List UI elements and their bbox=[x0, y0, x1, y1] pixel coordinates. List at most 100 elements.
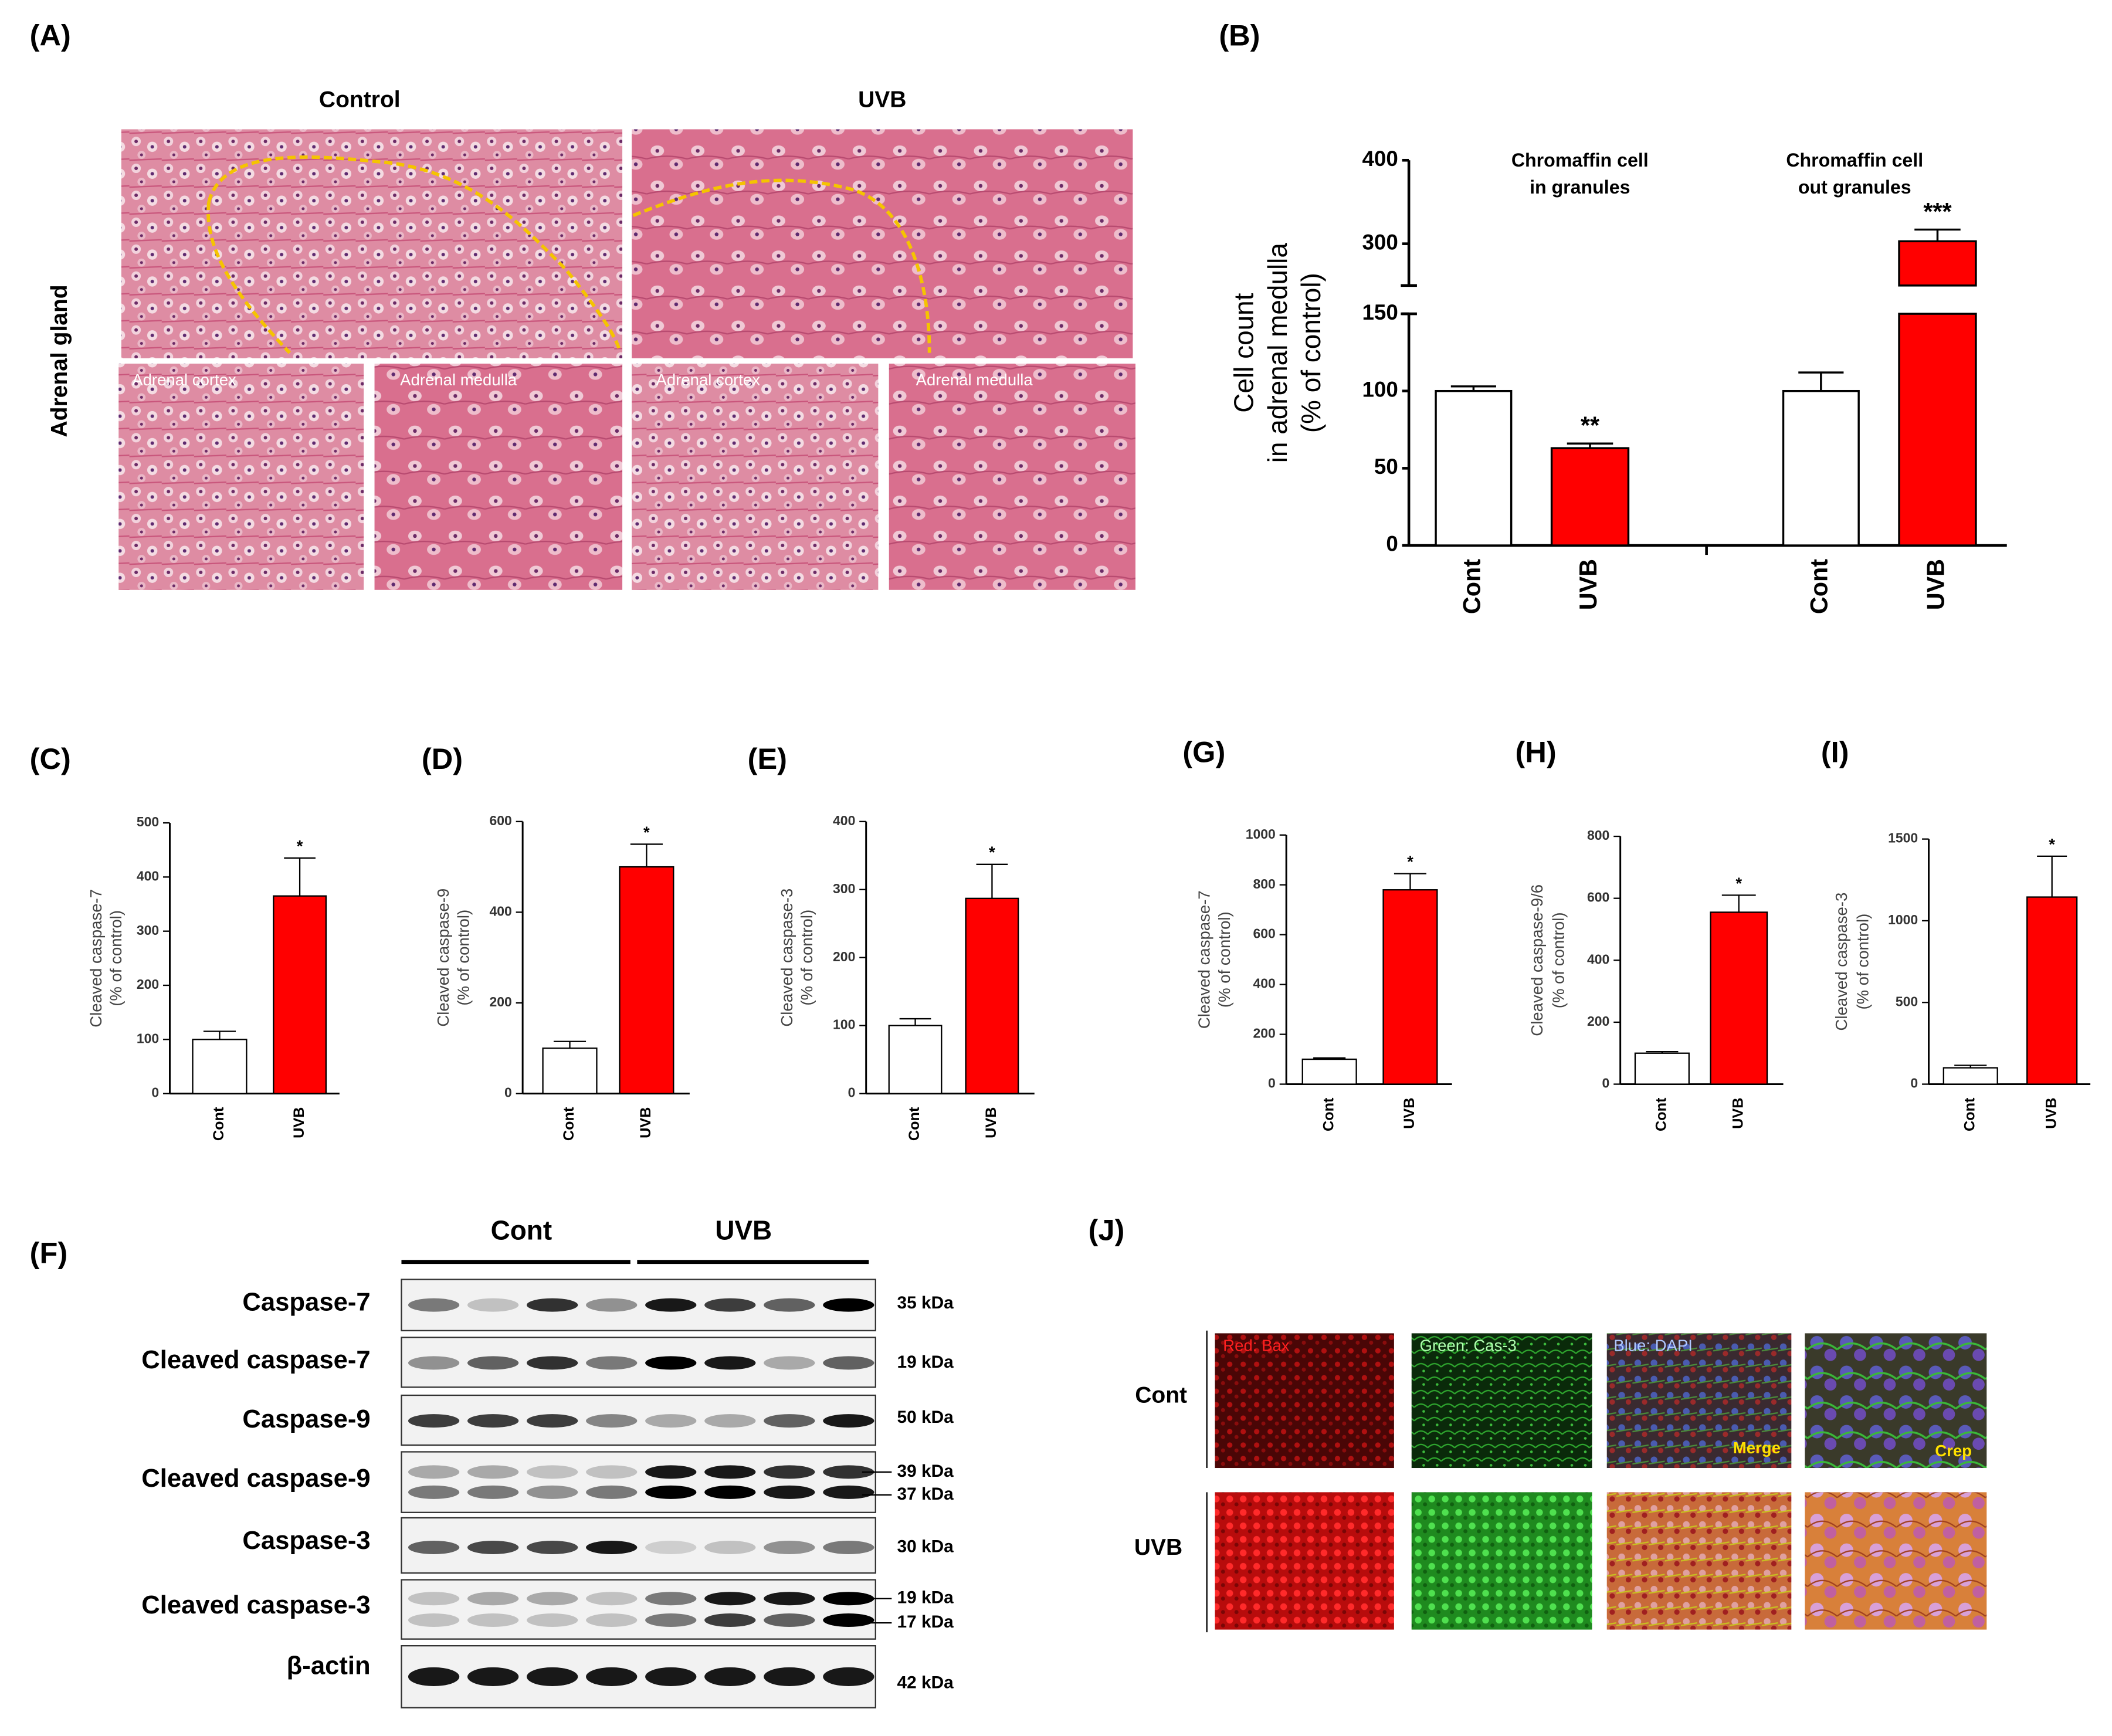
blot-band bbox=[823, 1465, 874, 1479]
x-tick-label: UVB bbox=[2043, 1098, 2059, 1129]
blot-band bbox=[586, 1414, 638, 1428]
blot-band bbox=[586, 1613, 638, 1627]
bar bbox=[1301, 1058, 1357, 1085]
histology-image bbox=[632, 364, 879, 590]
x-tick-label: Cont bbox=[1653, 1097, 1670, 1131]
group-label: Chromaffin cell bbox=[1511, 150, 1649, 171]
marker-label: 17 kDa bbox=[897, 1612, 954, 1632]
y-tick-label: 0 bbox=[1268, 1076, 1276, 1091]
y-tick-label: 400 bbox=[1362, 147, 1398, 171]
panel-label: (E) bbox=[748, 742, 787, 775]
fluorescence-image bbox=[1606, 1333, 1792, 1469]
blot-band bbox=[408, 1592, 460, 1606]
blot-band bbox=[645, 1414, 697, 1428]
significance: *** bbox=[1923, 198, 1952, 225]
blot-band bbox=[823, 1414, 874, 1428]
blot-band bbox=[527, 1613, 578, 1627]
fluorescence-image bbox=[1215, 1492, 1394, 1630]
panel-label: (F) bbox=[30, 1236, 67, 1270]
blot-band bbox=[645, 1592, 697, 1606]
blot-row-label: Caspase-9 bbox=[242, 1405, 370, 1433]
y-tick-label: 150 bbox=[1362, 300, 1398, 324]
y-axis-label: Cleaved caspase-9 bbox=[434, 889, 452, 1027]
blot-band bbox=[704, 1541, 756, 1554]
blot-band bbox=[823, 1613, 874, 1627]
error-bar bbox=[976, 863, 1008, 898]
y-axis-label: Cleaved caspase-7 bbox=[1195, 890, 1213, 1029]
error-bar bbox=[1721, 894, 1756, 913]
blot-band bbox=[704, 1613, 756, 1627]
region-outline bbox=[207, 155, 622, 351]
histology-image bbox=[121, 129, 623, 358]
channel-label: Red: Bax bbox=[1223, 1337, 1290, 1355]
error-bar bbox=[1646, 1050, 1679, 1053]
y-tick-label: 400 bbox=[1253, 976, 1276, 991]
significance: * bbox=[1407, 852, 1413, 870]
error-bar bbox=[1394, 873, 1426, 890]
image-label: Adrenal cortex bbox=[656, 371, 760, 389]
histology-image bbox=[889, 364, 1135, 590]
y-axis-label: (% of control) bbox=[107, 910, 125, 1006]
x-tick-label: UVB bbox=[983, 1107, 999, 1138]
bar bbox=[542, 1047, 598, 1094]
y-tick-label: 400 bbox=[137, 868, 159, 883]
blot-band bbox=[645, 1356, 697, 1370]
y-tick-label: 100 bbox=[1362, 377, 1398, 401]
y-axis-label: (% of control) bbox=[798, 910, 816, 1006]
bar bbox=[1634, 1052, 1690, 1085]
significance: * bbox=[643, 823, 650, 841]
x-tick-label: Cont bbox=[1320, 1097, 1337, 1131]
marker-label: 35 kDa bbox=[897, 1293, 954, 1313]
blot-band bbox=[586, 1667, 638, 1687]
y-tick-label: 0 bbox=[151, 1085, 159, 1100]
blot-row-label: Caspase-7 bbox=[242, 1288, 370, 1316]
bar bbox=[1898, 313, 1977, 547]
blot-band bbox=[467, 1541, 519, 1554]
blot-band bbox=[704, 1465, 756, 1479]
image-label: Adrenal medulla bbox=[916, 371, 1033, 389]
y-tick-label: 500 bbox=[137, 814, 159, 829]
blot-band bbox=[527, 1298, 578, 1312]
marker-label: 37 kDa bbox=[897, 1484, 954, 1504]
error-bar bbox=[1567, 442, 1613, 449]
bar bbox=[2026, 896, 2078, 1085]
blot-band bbox=[586, 1541, 638, 1554]
region-outline bbox=[632, 178, 931, 353]
y-axis-label: Cleaved caspase-7 bbox=[87, 889, 105, 1028]
blot-band bbox=[408, 1485, 460, 1499]
column-label: UVB bbox=[858, 87, 906, 113]
y-tick-label: 0 bbox=[1386, 532, 1398, 556]
y-tick-label: 400 bbox=[833, 813, 855, 828]
bar bbox=[965, 897, 1019, 1094]
blot-band bbox=[527, 1541, 578, 1554]
panel-label: (G) bbox=[1182, 735, 1225, 768]
x-tick-label: Cont bbox=[1458, 559, 1485, 614]
error-bar bbox=[553, 1040, 587, 1049]
y-tick-label: 0 bbox=[1602, 1076, 1610, 1091]
panel-label: (C) bbox=[30, 742, 71, 775]
fluorescence-image bbox=[1215, 1333, 1394, 1469]
blot-band bbox=[823, 1298, 874, 1312]
blot-band bbox=[764, 1613, 815, 1627]
blot-frame bbox=[401, 1451, 876, 1513]
region-outline bbox=[206, 202, 291, 354]
blot-band bbox=[527, 1356, 578, 1370]
y-axis-label: Cell count bbox=[1228, 293, 1259, 412]
blot-row-label: Caspase-3 bbox=[242, 1527, 370, 1555]
error-bar bbox=[284, 857, 316, 896]
blot-band bbox=[408, 1298, 460, 1312]
marker-label: 42 kDa bbox=[897, 1673, 954, 1692]
y-axis-label: (% of control) bbox=[1215, 911, 1233, 1008]
marker-label: 30 kDa bbox=[897, 1537, 954, 1556]
blot-row-label: Cleaved caspase-3 bbox=[141, 1591, 370, 1619]
blot-band bbox=[467, 1465, 519, 1479]
error-bar bbox=[1313, 1057, 1346, 1060]
y-tick-label: 200 bbox=[1253, 1026, 1276, 1041]
y-tick-label: 1000 bbox=[1246, 826, 1276, 842]
marker-label: 19 kDa bbox=[897, 1352, 954, 1372]
y-tick-label: 1000 bbox=[1888, 912, 1918, 927]
y-tick-label: 400 bbox=[489, 903, 511, 918]
marker-label: 50 kDa bbox=[897, 1408, 954, 1427]
column-label: Control bbox=[319, 87, 401, 113]
